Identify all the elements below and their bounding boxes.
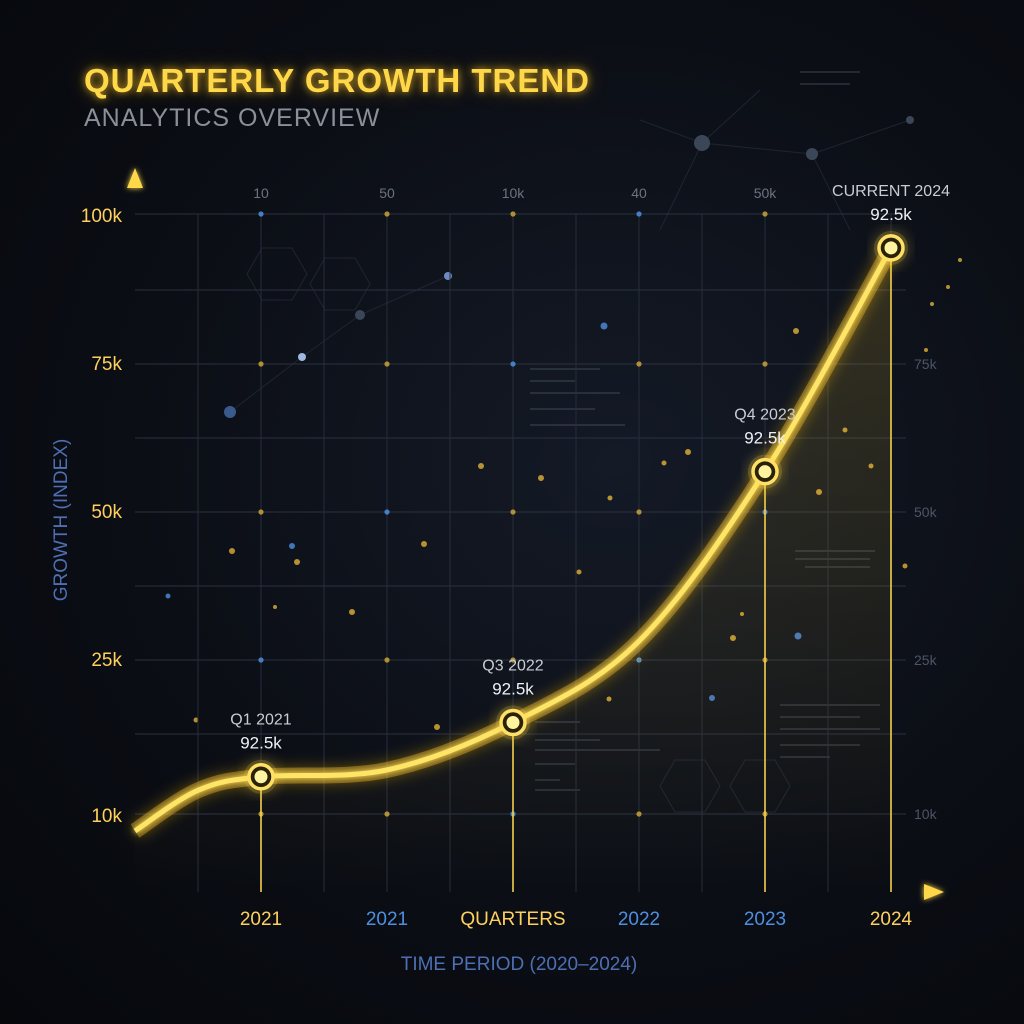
y-axis-left-labels: 100k 75k 50k 25k 10k [81,206,123,827]
annotation-label: Q4 2023 [734,407,795,424]
top-tick-label: 10k [502,185,526,201]
data-point-core [254,770,268,784]
grid-node [258,361,264,367]
y-right-tick-label-25k: 25k [914,652,938,668]
annotation-point: CURRENT 2024 92.5k [832,183,950,892]
x-tick-label: 2024 [870,909,913,930]
top-tick-label: 50 [379,185,395,201]
y-tick-label-10k: 10k [91,806,122,827]
grid-node [762,211,768,217]
y-right-tick-label-50k: 50k [914,504,938,520]
x-tick-label: 2021 [366,909,408,930]
grid-node [258,211,264,217]
y-tick-label-50k: 50k [91,502,122,523]
top-tick-label: 50k [754,185,778,201]
y-tick-label-75k: 75k [91,354,122,375]
data-point-core [506,716,520,729]
grid-node [258,509,264,515]
annotation-value: 92.5k [240,734,282,753]
x-axis-arrow [924,884,944,900]
chart-title: QUARTERLY GROWTH TREND [84,62,591,99]
grid-node [384,361,390,367]
chart-subtitle: ANALYTICS OVERVIEW [84,104,381,132]
annotation-value: 92.5k [492,680,534,699]
grid-node [384,657,390,663]
top-tick-labels: 10 50 10k 40 50k [253,185,777,201]
annotation-point: Q4 2023 92.5k [734,407,796,892]
series-area-fill [135,247,891,892]
annotation-point: Q1 2021 92.5k [230,712,292,892]
x-tick-label: QUARTERS [460,909,565,930]
annotation-value: 92.5k [744,429,786,448]
grid-node [762,361,768,367]
y-tick-label-25k: 25k [91,650,122,671]
grid-node [510,657,516,663]
grid-node [636,361,642,367]
y-axis-right-labels: 75k 50k 25k 10k [914,356,938,822]
x-tick-label: 2022 [618,909,660,930]
y-right-tick-label-75k: 75k [914,356,938,372]
grid-node [510,509,516,515]
grid-node [258,657,264,663]
grid-node [636,509,642,515]
annotation-value: 92.5k [870,205,912,224]
annotation-point: Q3 2022 92.5k [482,658,544,892]
top-tick-label: 10 [253,185,269,201]
y-axis-arrow [127,168,143,188]
grid-node [510,211,516,217]
grid-node [510,361,516,367]
x-axis-labels: 2021 2021 QUARTERS 2022 2023 2024 [240,909,913,930]
x-tick-label: 2021 [240,909,282,930]
annotation-label: Q3 2022 [482,658,543,675]
top-tick-label: 40 [631,185,647,201]
grid-node [384,509,390,515]
grid-node [384,211,390,217]
x-tick-label: 2023 [744,909,786,930]
annotation-label: CURRENT 2024 [832,183,950,200]
data-point-core [758,465,772,479]
y-axis-title: GROWTH (INDEX) [51,439,72,602]
x-axis-title: TIME PERIOD (2020–2024) [401,954,638,975]
y-right-tick-label-10k: 10k [914,806,938,822]
annotation-label: Q1 2021 [230,712,291,729]
data-point-core [884,241,898,255]
grid-node [636,211,642,217]
y-tick-label-100k: 100k [81,206,123,227]
